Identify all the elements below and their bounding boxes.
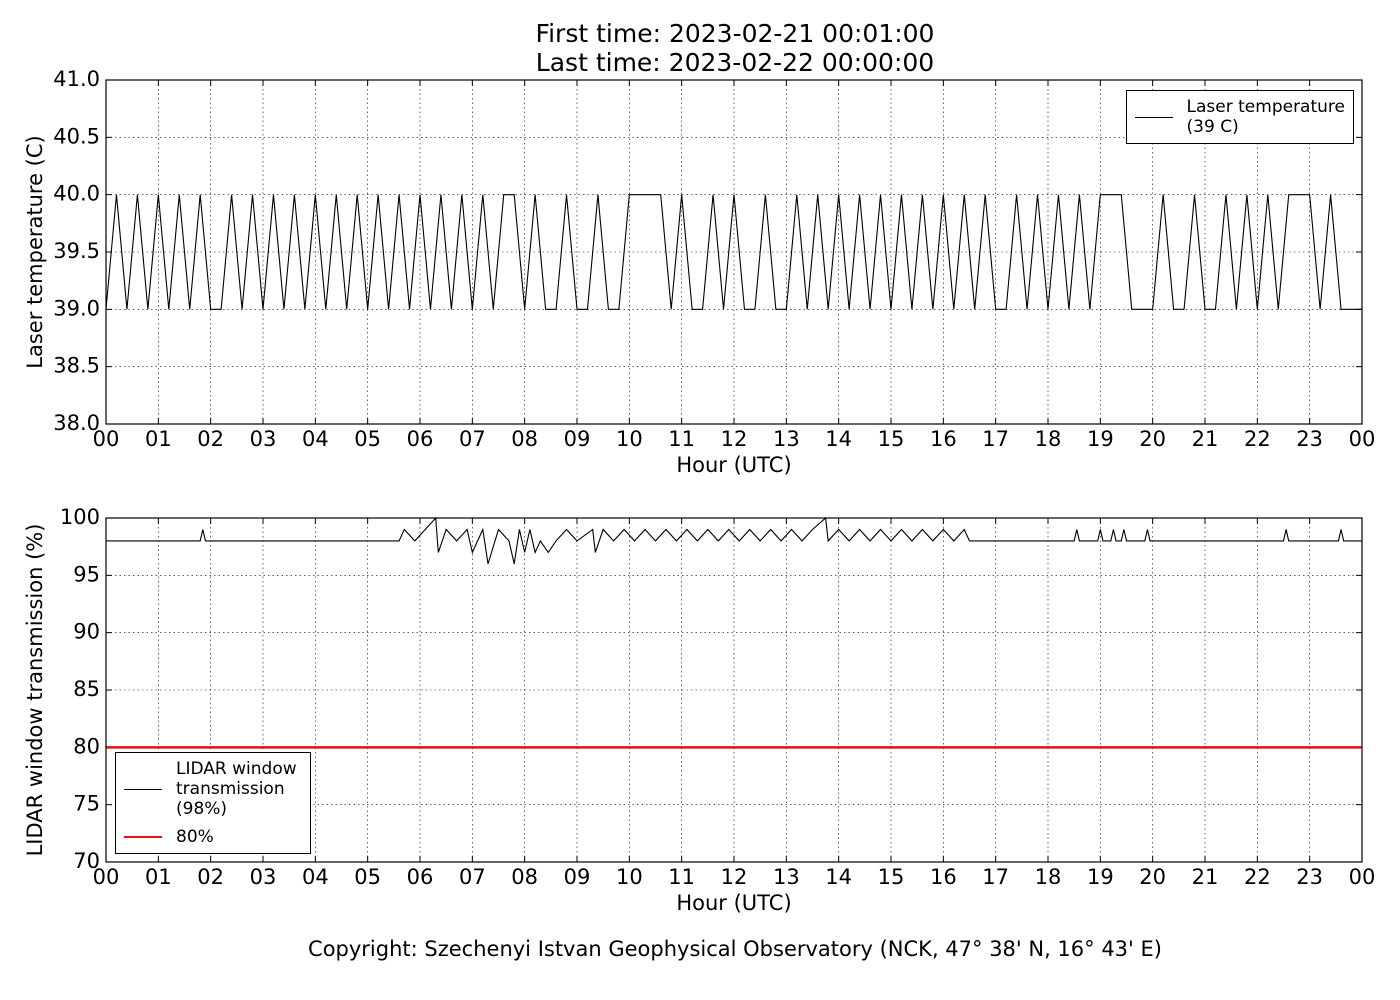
x-tick-label: 15 xyxy=(878,865,905,889)
x-tick-label: 04 xyxy=(302,427,329,451)
x-tick-label: 09 xyxy=(564,865,591,889)
x-tick-label: 08 xyxy=(511,427,538,451)
y-tick-label: 40.0 xyxy=(53,182,100,206)
x-tick-label: 11 xyxy=(668,865,695,889)
y-tick-label: 39.0 xyxy=(53,296,100,320)
x-tick-label: 21 xyxy=(1192,427,1219,451)
x-tick-label: 04 xyxy=(302,865,329,889)
x-tick-label: 17 xyxy=(982,865,1009,889)
y-tick-label: 40.5 xyxy=(53,124,100,148)
x-tick-label: 19 xyxy=(1087,865,1114,889)
y-axis-label: Laser temperature (C) xyxy=(23,135,47,368)
x-tick-label: 20 xyxy=(1139,427,1166,451)
x-tick-label: 05 xyxy=(354,865,381,889)
x-tick-label: 06 xyxy=(407,865,434,889)
y-tick-label: 90 xyxy=(73,620,100,644)
x-tick-label: 02 xyxy=(197,427,224,451)
title: First time: 2023-02-21 00:01:00 xyxy=(536,19,935,48)
x-tick-label: 09 xyxy=(564,427,591,451)
x-axis-label: Hour (UTC) xyxy=(676,891,791,915)
x-axis-label: Hour (UTC) xyxy=(676,453,791,477)
x-tick-label: 12 xyxy=(721,865,748,889)
legend-swatch xyxy=(124,788,162,790)
y-tick-label: 38.0 xyxy=(53,411,100,435)
x-tick-label: 22 xyxy=(1244,865,1271,889)
x-tick-label: 16 xyxy=(930,865,957,889)
x-tick-label: 18 xyxy=(1035,865,1062,889)
x-tick-label: 02 xyxy=(197,865,224,889)
y-tick-label: 39.5 xyxy=(53,239,100,263)
x-tick-label: 05 xyxy=(354,427,381,451)
y-tick-label: 38.5 xyxy=(53,354,100,378)
x-tick-label: 12 xyxy=(721,427,748,451)
y-axis-label: LIDAR window transmission (%) xyxy=(23,524,47,857)
data-line xyxy=(106,516,1362,565)
y-tick-label: 80 xyxy=(73,734,100,758)
x-tick-label: 03 xyxy=(250,427,277,451)
x-tick-label: 01 xyxy=(145,865,172,889)
y-tick-label: 75 xyxy=(73,792,100,816)
data-line xyxy=(105,194,1362,310)
legend-swatch xyxy=(1134,116,1173,118)
x-tick-label: 07 xyxy=(459,865,486,889)
x-tick-label: 00 xyxy=(93,427,120,451)
legend-label: 80% xyxy=(176,827,214,847)
x-tick-label: 19 xyxy=(1087,427,1114,451)
plot-frame xyxy=(105,517,1363,863)
x-tick-label: 14 xyxy=(825,427,852,451)
x-tick-label: 10 xyxy=(616,427,643,451)
y-tick-label: 100 xyxy=(60,505,100,529)
x-tick-label: 20 xyxy=(1139,865,1166,889)
plot-frame xyxy=(105,79,1363,425)
y-tick-label: 70 xyxy=(73,849,100,873)
x-tick-label: 08 xyxy=(511,865,538,889)
x-tick-label: 16 xyxy=(930,427,957,451)
legend-entry: 80% xyxy=(124,827,302,847)
x-tick-label: 23 xyxy=(1296,427,1323,451)
legend-entry: Laser temperature (39 C) xyxy=(1134,97,1345,137)
x-tick-label: 01 xyxy=(145,427,172,451)
x-tick-label: 21 xyxy=(1192,865,1219,889)
x-tick-label: 10 xyxy=(616,865,643,889)
x-tick-label: 22 xyxy=(1244,427,1271,451)
x-tick-label: 13 xyxy=(773,865,800,889)
x-tick-label: 00 xyxy=(93,865,120,889)
x-tick-label: 03 xyxy=(250,865,277,889)
y-tick-label: 85 xyxy=(73,677,100,701)
y-tick-label: 41.0 xyxy=(53,67,100,91)
legend-entry: LIDAR window transmission (98%) xyxy=(124,759,302,819)
subtitle: Last time: 2023-02-22 00:00:00 xyxy=(536,48,934,77)
x-tick-label: 14 xyxy=(825,865,852,889)
x-tick-label: 00 xyxy=(1349,865,1376,889)
x-tick-label: 11 xyxy=(668,427,695,451)
x-tick-label: 13 xyxy=(773,427,800,451)
legend: LIDAR window transmission (98%) 80% xyxy=(115,752,311,854)
legend-swatch xyxy=(124,836,162,838)
footer: Copyright: Szechenyi Istvan Geophysical … xyxy=(308,937,1162,961)
legend-label: LIDAR window transmission (98%) xyxy=(176,759,297,819)
x-tick-label: 06 xyxy=(407,427,434,451)
x-tick-label: 18 xyxy=(1035,427,1062,451)
x-tick-label: 17 xyxy=(982,427,1009,451)
x-tick-label: 15 xyxy=(878,427,905,451)
legend: Laser temperature (39 C) xyxy=(1125,90,1354,144)
y-tick-label: 95 xyxy=(73,562,100,586)
x-tick-label: 00 xyxy=(1349,427,1376,451)
legend-label: Laser temperature (39 C) xyxy=(1186,97,1345,137)
x-tick-label: 07 xyxy=(459,427,486,451)
x-tick-label: 23 xyxy=(1296,865,1323,889)
